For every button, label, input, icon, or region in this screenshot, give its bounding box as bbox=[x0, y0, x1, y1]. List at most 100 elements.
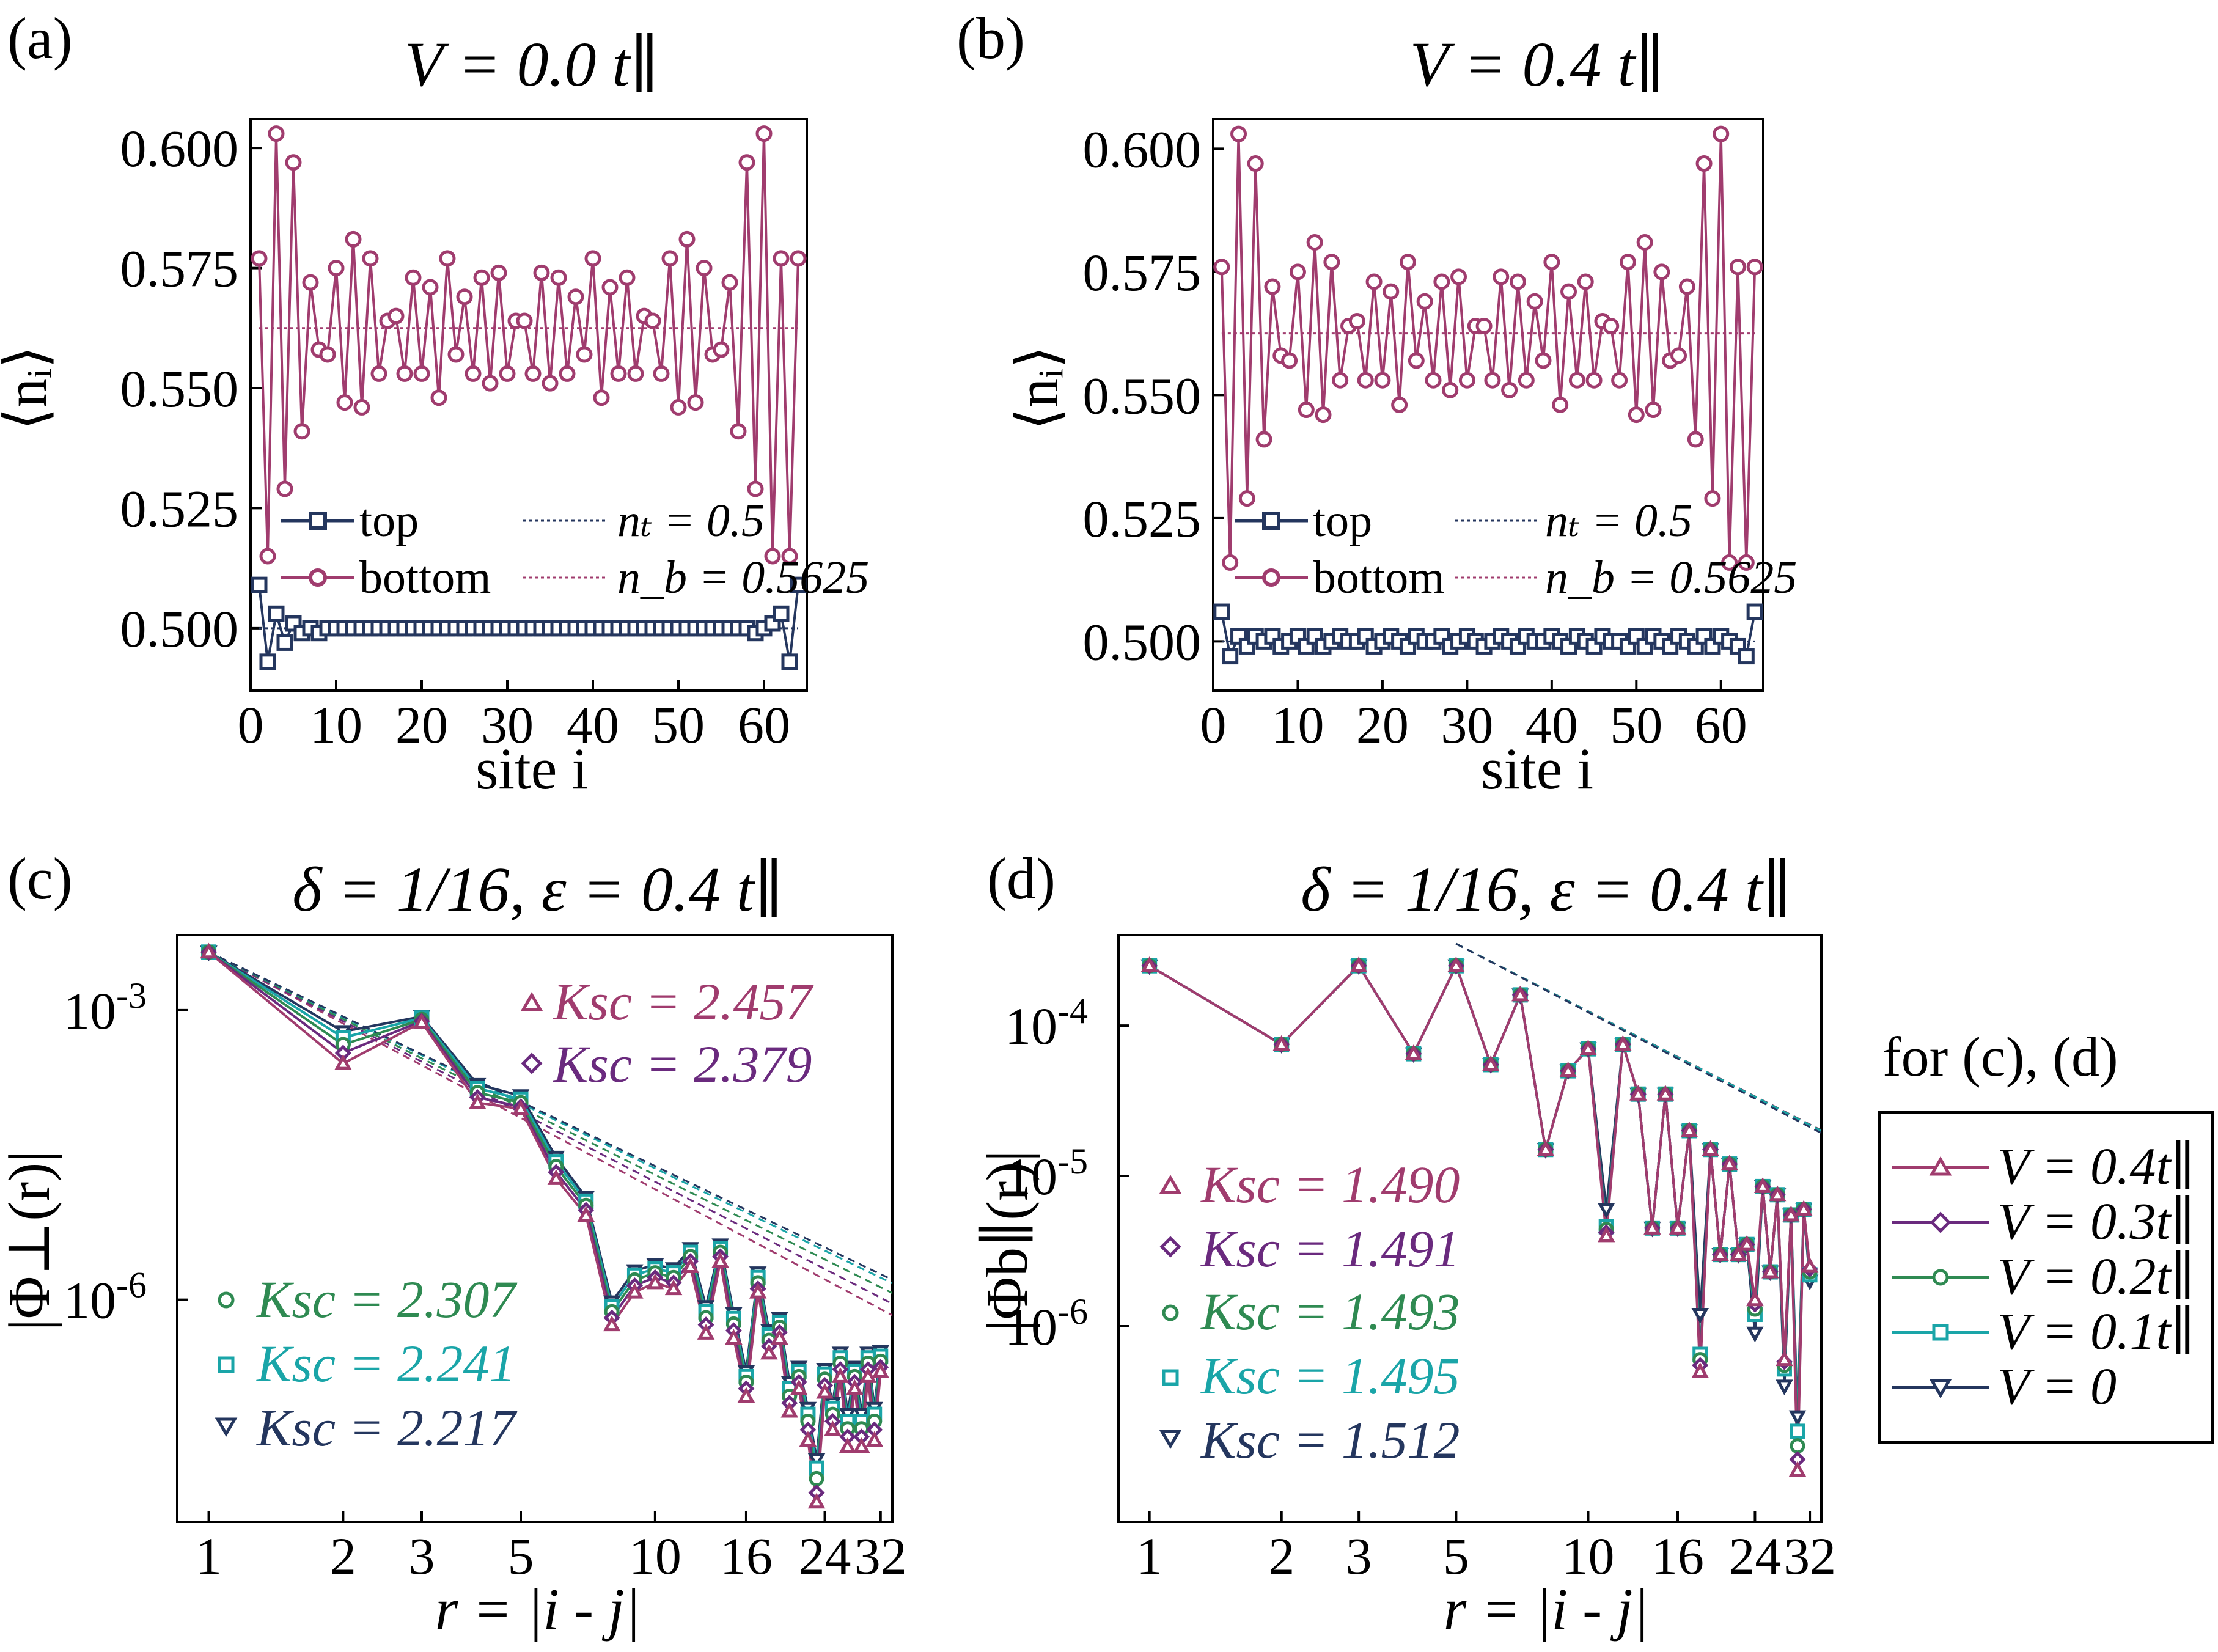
panel-b-data-point bbox=[1484, 372, 1501, 389]
panel-a-data-point bbox=[516, 312, 533, 329]
panel-a-data-point bbox=[747, 480, 764, 497]
panel-b-ytick-label: 0.575 bbox=[1083, 243, 1202, 302]
panel-a-data-point bbox=[490, 264, 507, 281]
panel-b-xtick-label: 20 bbox=[1356, 696, 1409, 754]
panel-d-data-point bbox=[1559, 1061, 1577, 1077]
ksc-c-V03: Ksc = 2.379 bbox=[552, 1035, 812, 1093]
panel-a-data-point bbox=[328, 260, 345, 277]
panel-c-xtick-label: 3 bbox=[408, 1527, 435, 1585]
panel-a-ytick-label: 0.575 bbox=[120, 240, 239, 298]
panel-d-xlabel: r = |i - j| bbox=[1444, 1576, 1649, 1642]
panel-b-data-point bbox=[1518, 372, 1535, 389]
panel-d-xtick-label: 24 bbox=[1728, 1527, 1781, 1585]
panel-b-data-point bbox=[1713, 125, 1730, 142]
side-legend-V01-label: V = 0.1t∥ bbox=[1997, 1302, 2195, 1360]
panel-b-data-point bbox=[1222, 648, 1239, 665]
side-legend: for (c), (d) V = 0.4t∥ V = 0.3t∥ V = 0.2… bbox=[1878, 1026, 2214, 1444]
panel-b-data-point bbox=[1450, 268, 1467, 285]
panel-a-data-point bbox=[259, 548, 276, 565]
ksc-c-marker-V02 bbox=[218, 1291, 235, 1309]
panel-a-data-point bbox=[542, 375, 559, 392]
panel-b-ylabel: ⟨nᵢ⟩ bbox=[1005, 346, 1070, 431]
panel-d-ksc-annotations: Ksc = 1.490 Ksc = 1.491 Ksc = 1.493 Ksc … bbox=[1159, 1155, 1460, 1469]
panel-d-fit-lines bbox=[1455, 942, 1821, 1134]
panel-d-fit-line bbox=[1455, 942, 1821, 1134]
panel-c-data-point bbox=[780, 1401, 798, 1418]
panel-c-ytick-label: 10-3 bbox=[64, 975, 147, 1040]
panel-d-data-point bbox=[1801, 1257, 1819, 1273]
panel-a-data-point bbox=[713, 341, 730, 358]
panel-b-data-point bbox=[1611, 372, 1628, 389]
panel-a-data-point bbox=[353, 398, 370, 416]
panel-a-xlabel: site i bbox=[476, 736, 588, 801]
panel-b-data-point bbox=[1560, 283, 1577, 300]
panel-a-data-point bbox=[773, 250, 790, 267]
panel-b-data-point bbox=[1653, 263, 1670, 281]
panel-b-data-point bbox=[1670, 347, 1687, 364]
panel-d-data-point bbox=[1790, 1438, 1805, 1454]
panel-b-data-point bbox=[1738, 554, 1755, 571]
panel-a-data-point bbox=[405, 269, 422, 286]
panel-c-data-point bbox=[853, 1437, 870, 1453]
panel-a-data-point bbox=[422, 279, 439, 296]
panel-a-data-point bbox=[559, 365, 576, 382]
panel-a-xtick-label: 0 bbox=[238, 696, 264, 754]
panel-a-data-point bbox=[259, 653, 276, 670]
panel-d-data-point bbox=[1350, 956, 1368, 972]
panel-c-label: (c) bbox=[7, 846, 73, 911]
side-legend-V02-marker bbox=[1932, 1269, 1949, 1286]
panel-a-data-point bbox=[345, 230, 362, 248]
panel-d-data-point bbox=[1753, 1177, 1772, 1193]
panel-b-plot: 0 10 20 30 40 50 60 0.500 0.525 0.550 0.575 0.600 bbox=[1083, 118, 1764, 754]
panel-b-data-point bbox=[1230, 125, 1247, 142]
panel-c-ytick-label: 10-6 bbox=[64, 1265, 147, 1330]
ksc-c-V02: Ksc = 2.307 bbox=[255, 1270, 518, 1329]
panel-a-data-point bbox=[251, 576, 268, 593]
side-legend-V02-label: V = 0.2t∥ bbox=[1997, 1247, 2195, 1305]
panel-a-data-point bbox=[790, 576, 807, 593]
panel-c-ksc-annotations: Ksc = 2.457 Ksc = 2.379 Ksc = 2.307 Ksc … bbox=[215, 972, 814, 1457]
side-legend-V0-label: V = 0 bbox=[1997, 1357, 2117, 1415]
panel-b-ytick-label: 0.500 bbox=[1083, 612, 1202, 671]
panel-b-data-point bbox=[1374, 372, 1391, 389]
panel-b-data-point bbox=[1458, 372, 1475, 389]
panel-d-data-point bbox=[1691, 1308, 1709, 1324]
ksc-d-marker-V03 bbox=[1159, 1236, 1181, 1258]
panel-d-data-point bbox=[1447, 956, 1465, 972]
panel-a-data-point bbox=[764, 548, 781, 565]
panel-a-data-point bbox=[670, 398, 687, 416]
panel-b-data-point bbox=[1264, 278, 1281, 295]
panel-c-data-point bbox=[512, 1099, 530, 1115]
panel-c-xtick-label: 2 bbox=[330, 1527, 356, 1585]
panel-a-legend: top bottom nₜ = 0.5 n_b = 0.5625 bbox=[281, 495, 869, 603]
panel-b-data-point bbox=[1738, 648, 1755, 665]
panel-c-data-point bbox=[603, 1315, 621, 1332]
panel-c-data-point bbox=[760, 1343, 778, 1360]
panel-b-data-point bbox=[1509, 273, 1526, 290]
panel-a-ytick-label: 0.550 bbox=[120, 359, 239, 418]
panel-c-data-point bbox=[681, 1257, 699, 1274]
panel-a-data-point bbox=[755, 125, 773, 142]
panel-d-data-point bbox=[1788, 1461, 1807, 1477]
panel-d-plot: 1 2 3 5 10 16 24 32 10-4 10-5 10-6 bbox=[1005, 934, 1836, 1585]
panel-c-xlabel: r = |i - j| bbox=[435, 1576, 641, 1642]
panel-a-xtick-label: 20 bbox=[395, 696, 448, 754]
panel-a-data-point bbox=[336, 394, 353, 411]
panel-d-xtick-label: 5 bbox=[1443, 1527, 1469, 1585]
panel-b-data-point bbox=[1619, 254, 1636, 271]
panel-d-ylabel: |Φb∥(r)| bbox=[974, 1150, 1040, 1332]
panel-b-data-point bbox=[1729, 259, 1746, 276]
ksc-c-marker-V01 bbox=[218, 1356, 235, 1373]
panel-d-data-point bbox=[1761, 1262, 1779, 1279]
ksc-c-marker-V04 bbox=[520, 992, 543, 1011]
panel-d-data-point bbox=[1537, 1140, 1555, 1156]
panel-a-frame bbox=[249, 118, 808, 692]
panel-a-data-point bbox=[319, 346, 336, 363]
panel-b-data-point bbox=[1391, 397, 1408, 413]
panel-b-data-point bbox=[1213, 603, 1230, 620]
panel-d-ytick-label: 10-4 bbox=[1005, 991, 1088, 1055]
panel-d-data-point bbox=[1482, 1055, 1500, 1071]
panel-c-data-point bbox=[872, 1362, 890, 1378]
panel-c-data-point bbox=[547, 1169, 565, 1185]
panel-b-data-point bbox=[1323, 254, 1340, 271]
